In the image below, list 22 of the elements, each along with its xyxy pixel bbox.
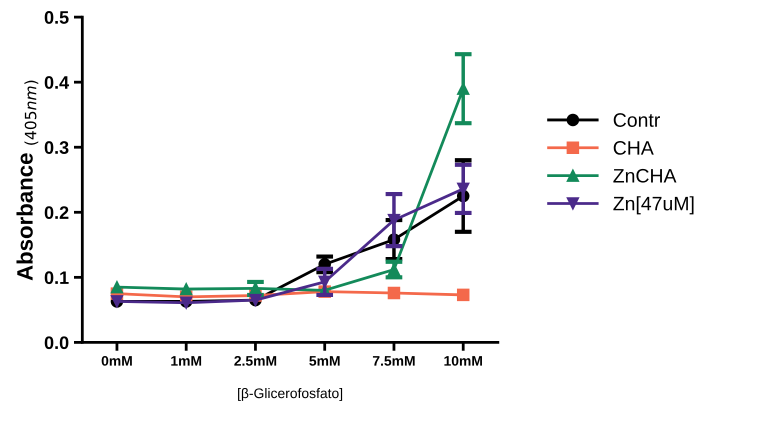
point: [110, 280, 124, 294]
x-tick-label: 10mM: [444, 356, 482, 366]
y-tick-label: 0.4: [44, 76, 70, 89]
y-axis-title: Absorbance $_{(405nm)}$: [16, 80, 38, 280]
legend-label: Zn[47uM]: [613, 196, 694, 214]
point: [388, 286, 400, 300]
point: [180, 282, 192, 296]
y-tick-label: 0.3: [44, 141, 68, 154]
x-tick-label: 7.5mM: [372, 356, 415, 366]
x-tick-label: 0mM: [102, 356, 132, 366]
legend-label: CHA: [614, 141, 654, 155]
point: [456, 288, 470, 302]
legend-label: ZnCHA: [613, 168, 676, 183]
y-tick-label: 0.0: [44, 336, 68, 350]
y-tick-label: 0.5: [44, 11, 69, 24]
x-tick-label: 1mM: [171, 356, 202, 366]
y-tick-label: 0.2: [44, 206, 68, 220]
x-tick-label: 2.5mM: [234, 356, 276, 366]
legend-label: Contr: [614, 113, 660, 127]
y-tick-label: 0.1: [44, 271, 69, 284]
x-axis-title: [β-Glicerofosfato]: [238, 388, 342, 401]
x-tick-label: 5mM: [309, 356, 340, 366]
